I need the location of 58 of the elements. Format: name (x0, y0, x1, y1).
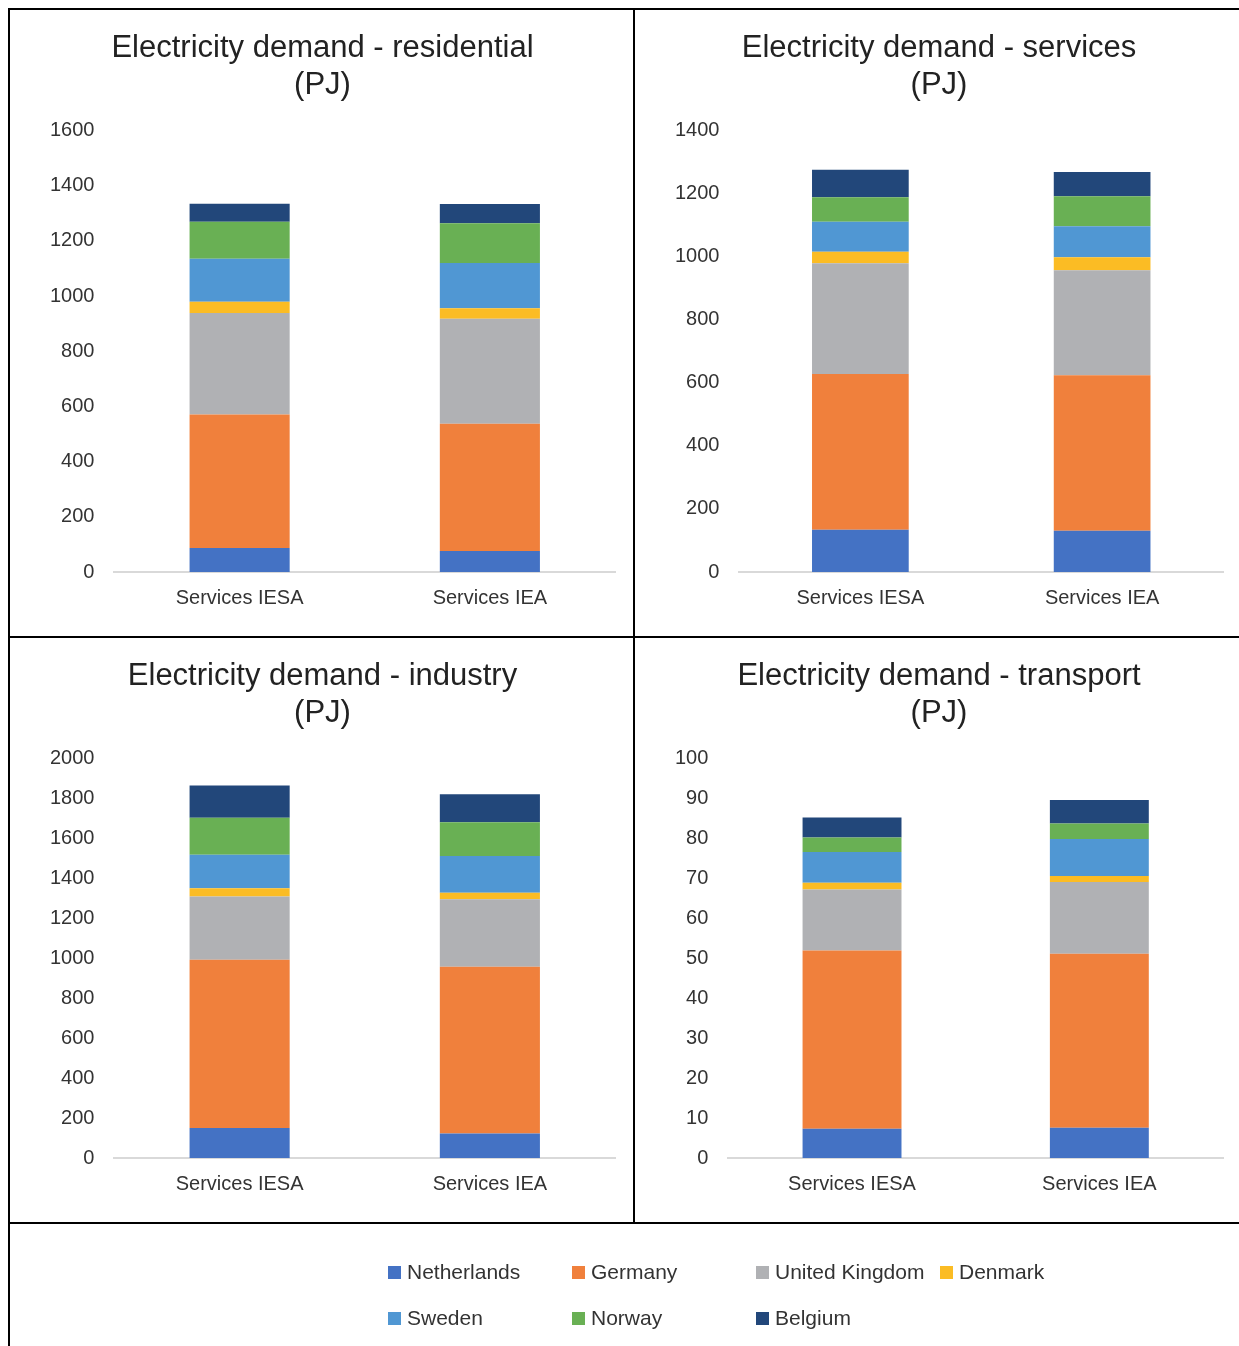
y-tick-label: 50 (686, 945, 709, 968)
y-tick-label: 600 (61, 393, 95, 416)
y-tick-label: 10 (686, 1105, 709, 1128)
y-tick-label: 20 (686, 1065, 709, 1088)
chart-title: Electricity demand - transport (PJ) (737, 657, 1141, 730)
y-tick-label: 800 (61, 985, 95, 1008)
y-tick-label: 400 (686, 433, 720, 456)
y-tick-label: 600 (61, 1025, 95, 1048)
y-tick-label: 1200 (49, 905, 95, 928)
y-tick-label: 0 (708, 559, 720, 582)
x-tick-label: Services IEA (432, 585, 548, 608)
x-tick-label: Services IESA (796, 585, 925, 608)
y-tick-label: 200 (686, 496, 720, 519)
y-tick-label: 1000 (49, 283, 95, 306)
y-tick-label: 800 (61, 338, 95, 361)
y-tick-label: 1000 (674, 244, 720, 267)
x-tick-label: Services IEA (432, 1171, 548, 1194)
y-tick-label: 1800 (49, 785, 95, 808)
y-tick-label: 30 (686, 1025, 709, 1048)
y-tick-label: 0 (697, 1145, 709, 1168)
y-tick-label: 1600 (49, 117, 95, 140)
y-tick-label: 60 (686, 905, 709, 928)
y-tick-label: 40 (686, 985, 709, 1008)
y-tick-label: 90 (686, 785, 709, 808)
y-tick-label: 70 (686, 865, 709, 888)
legend-label: Germany (591, 1260, 678, 1284)
chart-title: Electricity demand - residential (PJ) (111, 29, 534, 102)
x-tick-label: Services IEA (1044, 585, 1161, 608)
y-tick-label: 0 (83, 1145, 95, 1168)
legend-label: Netherlands (407, 1260, 521, 1284)
y-tick-label: 200 (61, 504, 95, 527)
y-tick-label: 200 (61, 1105, 95, 1128)
y-tick-label: 1400 (674, 117, 720, 140)
y-tick-label: 800 (686, 307, 720, 330)
y-tick-label: 1400 (49, 173, 95, 196)
x-tick-label: Services IESA (788, 1171, 917, 1194)
y-tick-label: 100 (674, 745, 709, 768)
y-tick-label: 1200 (49, 228, 95, 251)
legend-label: United Kingdom (775, 1260, 925, 1284)
chart-title: Electricity demand - services (PJ) (741, 29, 1137, 102)
y-tick-label: 1400 (49, 865, 95, 888)
chart-title: Electricity demand - industry (PJ) (127, 657, 518, 730)
y-tick-label: 400 (61, 449, 95, 472)
x-tick-label: Services IESA (175, 585, 305, 608)
y-tick-label: 2000 (49, 745, 95, 768)
legend-label: Denmark (959, 1260, 1045, 1284)
y-tick-label: 1600 (49, 825, 95, 848)
y-tick-label: 600 (686, 370, 720, 393)
x-tick-label: Services IESA (175, 1171, 305, 1194)
y-tick-label: 0 (83, 559, 95, 582)
legend-label: Norway (591, 1306, 663, 1330)
x-tick-label: Services IEA (1042, 1171, 1158, 1194)
legend-label: Belgium (775, 1306, 851, 1330)
y-tick-label: 1200 (674, 181, 720, 203)
y-tick-label: 80 (686, 825, 709, 848)
legend-label: Sweden (407, 1306, 483, 1330)
y-tick-label: 400 (61, 1065, 95, 1088)
y-tick-label: 1000 (49, 945, 95, 968)
